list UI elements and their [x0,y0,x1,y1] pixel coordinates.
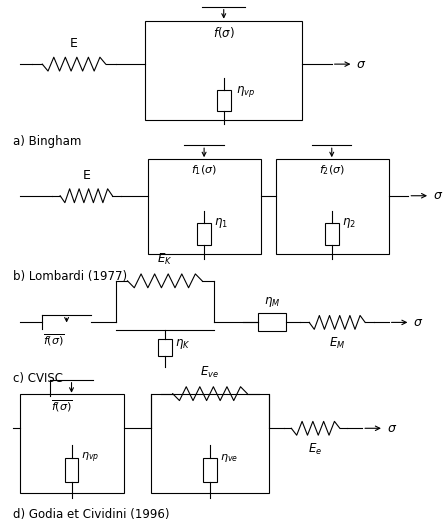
Text: $\eta_{vp}$: $\eta_{vp}$ [236,85,255,99]
Text: $\sigma$: $\sigma$ [356,57,366,71]
Text: b) Lombardi (1977): b) Lombardi (1977) [13,270,127,283]
Text: $E_e$: $E_e$ [308,442,322,457]
Text: $\eta_{vp}$: $\eta_{vp}$ [82,451,99,465]
Bar [203,458,217,482]
Bar [158,339,172,356]
Text: $f(\sigma)$: $f(\sigma)$ [213,24,235,39]
Text: $\sigma$: $\sigma$ [413,316,423,329]
Text: $\eta_{ve}$: $\eta_{ve}$ [220,452,238,464]
Bar [151,394,269,493]
Text: $f_1(\sigma)$: $f_1(\sigma)$ [191,163,217,177]
Bar [148,159,261,254]
Bar [21,394,124,493]
Text: $\overline{f(\sigma)}$: $\overline{f(\sigma)}$ [51,398,73,414]
Text: $\sigma$: $\sigma$ [387,422,397,435]
Text: $\sigma$: $\sigma$ [433,189,443,202]
Text: $f_2(\sigma)$: $f_2(\sigma)$ [319,163,345,177]
Text: $\eta_1$: $\eta_1$ [214,217,228,230]
Text: $\eta_2$: $\eta_2$ [341,217,355,230]
Bar [258,313,286,331]
Bar [65,458,78,482]
Bar [325,223,339,245]
Text: $\eta_K$: $\eta_K$ [175,337,190,351]
Bar [276,159,389,254]
Bar [145,21,302,120]
Text: $E_{ve}$: $E_{ve}$ [201,365,220,380]
Text: c) CVISC: c) CVISC [13,372,63,385]
Text: E: E [69,37,78,51]
Text: a) Bingham: a) Bingham [13,135,81,148]
Text: $E_K$: $E_K$ [157,252,172,267]
Bar [217,89,231,111]
Bar [197,223,211,245]
Text: $\eta_M$: $\eta_M$ [264,295,280,309]
Text: E: E [82,169,90,182]
Text: $E_M$: $E_M$ [328,336,345,351]
Text: $\overline{f(\sigma)}$: $\overline{f(\sigma)}$ [43,332,65,348]
Text: d) Godia et Cividini (1996): d) Godia et Cividini (1996) [13,509,169,521]
